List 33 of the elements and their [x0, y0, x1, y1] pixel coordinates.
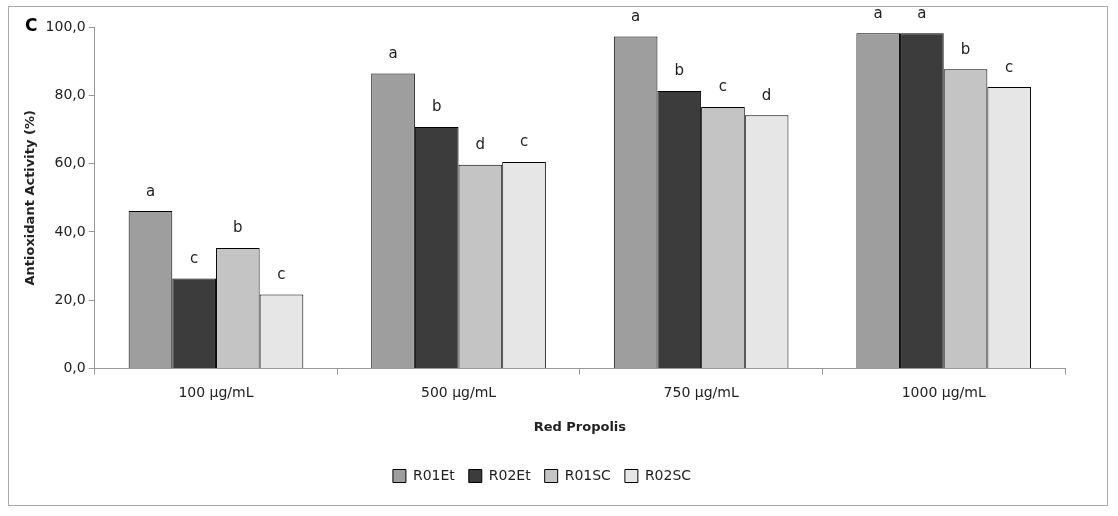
data-label: a: [145, 181, 156, 200]
x-axis-title: Red Propolis: [533, 418, 627, 434]
legend-label: R01SC: [564, 466, 612, 483]
data-label: a: [631, 6, 641, 25]
data-label: a: [388, 43, 398, 62]
y-axis-title: Antioxidant Activity (%): [22, 110, 38, 286]
y-tick-label: 0,0: [63, 359, 86, 376]
y-tick-label: 20,0: [54, 290, 86, 307]
legend-label: R02SC: [644, 466, 692, 483]
data-label: b: [960, 39, 971, 58]
legend-label: R01Et: [412, 466, 456, 483]
data-label: b: [431, 97, 442, 116]
data-label: b: [674, 61, 685, 80]
y-tick-label: 60,0: [54, 154, 86, 171]
data-label: c: [190, 248, 199, 267]
data-label: c: [277, 264, 286, 283]
data-label: d: [475, 135, 486, 154]
x-tick-label: 100 µg/mL: [178, 383, 254, 400]
chart-title: C: [25, 15, 38, 35]
data-label: c: [519, 132, 529, 151]
x-tick-label: 750 µg/mL: [663, 383, 739, 400]
y-tick-label: 40,0: [54, 222, 86, 239]
data-label: c: [718, 77, 728, 96]
data-label: d: [761, 85, 772, 104]
y-tick-label: 80,0: [54, 85, 86, 102]
data-label: b: [233, 218, 243, 237]
x-tick-label: 500 µg/mL: [420, 383, 497, 400]
data-label: a: [917, 3, 927, 22]
data-label: c: [1005, 57, 1014, 76]
data-label: a: [873, 3, 883, 22]
x-tick-label: 1000 µg/mL: [901, 383, 986, 400]
legend-label: R02Et: [488, 466, 532, 483]
y-tick-label: 100,0: [45, 17, 86, 34]
